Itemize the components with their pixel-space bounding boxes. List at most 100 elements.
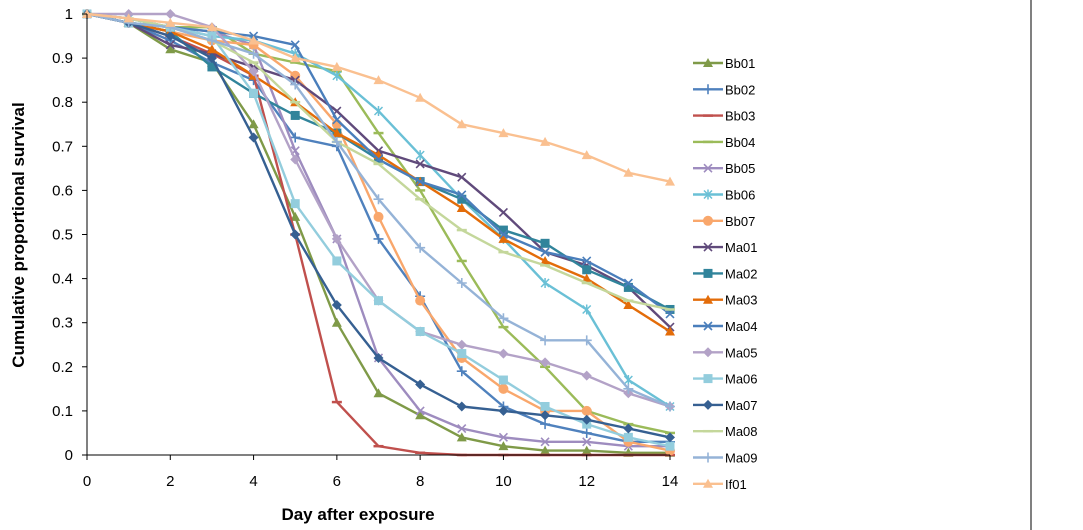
legend-marker [703, 215, 713, 226]
data-point-bb02 [581, 427, 592, 438]
legend-label: Bb02 [725, 82, 755, 97]
data-point-if01 [331, 61, 342, 71]
legend-item-ma04: Ma04 [693, 319, 758, 334]
data-point-ma01 [415, 159, 425, 169]
data-point-ma04 [498, 229, 508, 240]
data-point-if01 [165, 17, 176, 27]
data-point-bb06 [623, 375, 633, 386]
data-point-ma02 [498, 225, 508, 235]
data-point-ma07 [540, 410, 551, 421]
legend-label: Ma01 [725, 240, 758, 255]
data-point-ma06 [374, 296, 383, 306]
legend-label: Ma03 [725, 293, 758, 308]
data-point-ma06 [498, 375, 508, 385]
data-point-bb06 [373, 106, 384, 117]
data-point-ma02 [582, 265, 592, 275]
legend-marker [703, 374, 713, 384]
series-line-ma09 [86, 12, 671, 408]
legend-item-bb07: Bb07 [693, 214, 755, 229]
legend-marker [703, 84, 713, 95]
data-point-ma09 [498, 313, 509, 324]
x-axis-title: Day after exposure [281, 505, 434, 524]
data-point-ma07 [165, 31, 176, 42]
data-point-ma02 [540, 238, 550, 248]
legend-marker [703, 163, 713, 173]
data-point-ma05 [248, 66, 259, 77]
series-line-ma05 [87, 12, 671, 408]
data-point-ma03 [540, 255, 551, 265]
data-point-ma02 [207, 62, 217, 72]
data-point-ma04 [540, 247, 550, 257]
data-point-ma01 [498, 207, 508, 218]
legend-item-ma07: Ma07 [693, 398, 758, 413]
data-point-ma04 [332, 115, 342, 125]
x-tick-label: 4 [249, 473, 257, 490]
data-point-bb07 [498, 383, 509, 394]
legend-item-ma01: Ma01 [693, 240, 758, 255]
legend-label: Ma02 [725, 266, 758, 281]
data-point-bb01 [498, 441, 509, 451]
legend-label: Ma08 [725, 424, 758, 439]
data-point-bb02 [540, 419, 551, 430]
legend-item-bb01: Bb01 [693, 56, 755, 71]
legend-label: Ma04 [725, 319, 758, 334]
data-point-bb06 [332, 70, 342, 81]
data-point-ma04 [415, 177, 425, 187]
data-point-bb06 [540, 278, 550, 289]
data-point-ma03 [623, 300, 634, 310]
legend-label: Bb04 [725, 135, 755, 150]
y-tick-label: 0 [65, 447, 73, 464]
data-point-bb07 [581, 405, 592, 416]
x-tick-label: 10 [495, 473, 512, 490]
legend-marker [703, 268, 713, 278]
data-point-ma05 [290, 154, 301, 165]
data-point-ma07 [498, 405, 509, 416]
data-point-ma09 [665, 401, 675, 412]
data-point-ma09 [581, 335, 592, 346]
legend-marker [703, 58, 713, 67]
data-point-bb01 [581, 445, 592, 455]
legend-label: Bb03 [725, 109, 755, 124]
data-point-ma05 [165, 9, 176, 19]
plot-area [82, 9, 675, 457]
data-point-ma02 [623, 282, 633, 292]
y-tick-label: 1 [65, 6, 73, 23]
data-point-ma07 [206, 53, 217, 64]
legend-item-ma09: Ma09 [693, 451, 758, 466]
legend-item-bb02: Bb02 [693, 82, 755, 97]
data-point-if01 [248, 35, 259, 45]
data-point-bb01 [290, 211, 301, 221]
y-tick-label: 0.3 [52, 315, 73, 332]
data-point-ma06 [540, 401, 550, 411]
data-point-if01 [290, 53, 301, 63]
y-tick-label: 0.6 [52, 182, 73, 199]
data-point-if01 [581, 150, 592, 160]
data-point-ma09 [290, 79, 301, 90]
data-point-ma07 [456, 401, 467, 412]
data-point-if01 [206, 22, 217, 32]
data-point-if01 [123, 13, 134, 23]
series-ma05 [82, 9, 675, 412]
legend-label: Bb05 [725, 161, 755, 176]
data-point-if01 [498, 128, 509, 138]
legend-item-ma08: Ma08 [693, 424, 758, 439]
series-bb06 [82, 9, 675, 412]
data-point-ma06 [457, 349, 467, 359]
data-point-ma04 [457, 190, 467, 200]
data-point-ma04 [623, 278, 633, 288]
x-tick-label: 14 [662, 473, 679, 490]
data-point-ma07 [331, 300, 342, 311]
x-tick-label: 0 [83, 473, 91, 490]
data-point-bb05 [457, 423, 467, 434]
data-point-bb01 [248, 119, 259, 129]
data-point-ma03 [498, 233, 509, 243]
x-tick-label: 8 [416, 473, 424, 490]
data-point-ma06 [290, 199, 300, 209]
data-point-ma07 [623, 423, 634, 434]
legend-item-ma05: Ma05 [693, 345, 758, 360]
legend-item-ma03: Ma03 [693, 293, 758, 308]
data-point-ma03 [581, 273, 592, 283]
legend-marker [703, 294, 713, 304]
series-if01 [82, 9, 675, 186]
data-point-ma06 [665, 441, 675, 451]
